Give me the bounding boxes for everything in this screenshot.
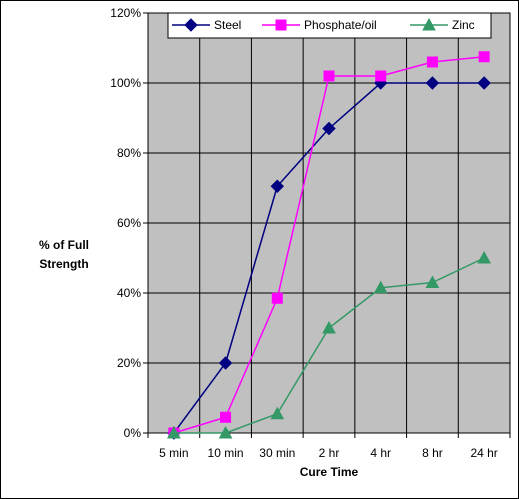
legend: Steel Phosphate/oil Zinc bbox=[167, 12, 492, 39]
y-axis-title-line-2: Strength bbox=[39, 257, 88, 271]
data-point-zinc bbox=[270, 406, 285, 420]
data-point-phosphate-oil bbox=[271, 292, 283, 304]
data-point-zinc bbox=[373, 280, 388, 294]
data-point-steel bbox=[425, 76, 440, 90]
data-point-phosphate-oil bbox=[426, 56, 438, 68]
y-tick-label: 20% bbox=[117, 356, 141, 370]
data-point-phosphate-oil bbox=[220, 411, 232, 423]
x-axis-ticks: 5 min 10 min 30 min 2 hr 4 hr 8 hr 24 hr bbox=[147, 433, 511, 460]
y-axis-title-line-1: % of Full bbox=[39, 238, 89, 252]
y-tick-label: 60% bbox=[117, 216, 141, 230]
data-point-phosphate-oil bbox=[323, 70, 335, 82]
legend-label-phosphate-oil: Phosphate/oil bbox=[304, 18, 377, 32]
data-point-zinc bbox=[477, 250, 491, 264]
data-point-steel bbox=[322, 121, 336, 136]
y-axis-ticks: 0% 20% 40% 60% 80% 100% 120% bbox=[110, 6, 148, 440]
x-tick-label: 8 hr bbox=[422, 446, 443, 460]
legend-box bbox=[167, 12, 492, 39]
data-point-phosphate-oil bbox=[375, 70, 387, 82]
legend-label-zinc: Zinc bbox=[452, 18, 475, 32]
series-phosphate-oil bbox=[168, 51, 490, 439]
legend-label-steel: Steel bbox=[214, 18, 241, 32]
legend-marker-steel bbox=[184, 18, 198, 32]
y-tick-label: 40% bbox=[117, 286, 141, 300]
y-tick-label: 100% bbox=[110, 76, 141, 90]
data-point-steel bbox=[477, 76, 491, 90]
legend-item-steel: Steel bbox=[172, 18, 241, 32]
data-point-zinc bbox=[425, 275, 440, 288]
legend-item-phosphate-oil: Phosphate/oil bbox=[262, 18, 377, 32]
data-point-phosphate-oil bbox=[478, 51, 490, 63]
x-tick-label: 10 min bbox=[208, 446, 244, 460]
data-point-zinc bbox=[167, 425, 181, 439]
x-tick-label: 4 hr bbox=[370, 446, 391, 460]
y-tick-label: 80% bbox=[117, 146, 141, 160]
x-tick-label: 5 min bbox=[159, 446, 188, 460]
legend-marker-zinc bbox=[422, 17, 436, 31]
series-layer bbox=[167, 51, 491, 440]
y-tick-label: 120% bbox=[110, 6, 141, 20]
data-point-steel bbox=[270, 179, 284, 193]
legend-marker-phosphate-oil bbox=[275, 19, 287, 31]
y-tick-label: 0% bbox=[124, 426, 142, 440]
x-axis-title: Cure Time bbox=[300, 465, 359, 479]
x-tick-label: 24 hr bbox=[470, 446, 497, 460]
legend-item-zinc: Zinc bbox=[410, 17, 475, 32]
data-point-zinc bbox=[322, 320, 336, 334]
x-tick-label: 2 hr bbox=[319, 446, 340, 460]
x-tick-label: 30 min bbox=[259, 446, 295, 460]
series-zinc bbox=[167, 250, 491, 439]
data-point-steel bbox=[218, 356, 233, 370]
data-point-zinc bbox=[218, 425, 233, 439]
